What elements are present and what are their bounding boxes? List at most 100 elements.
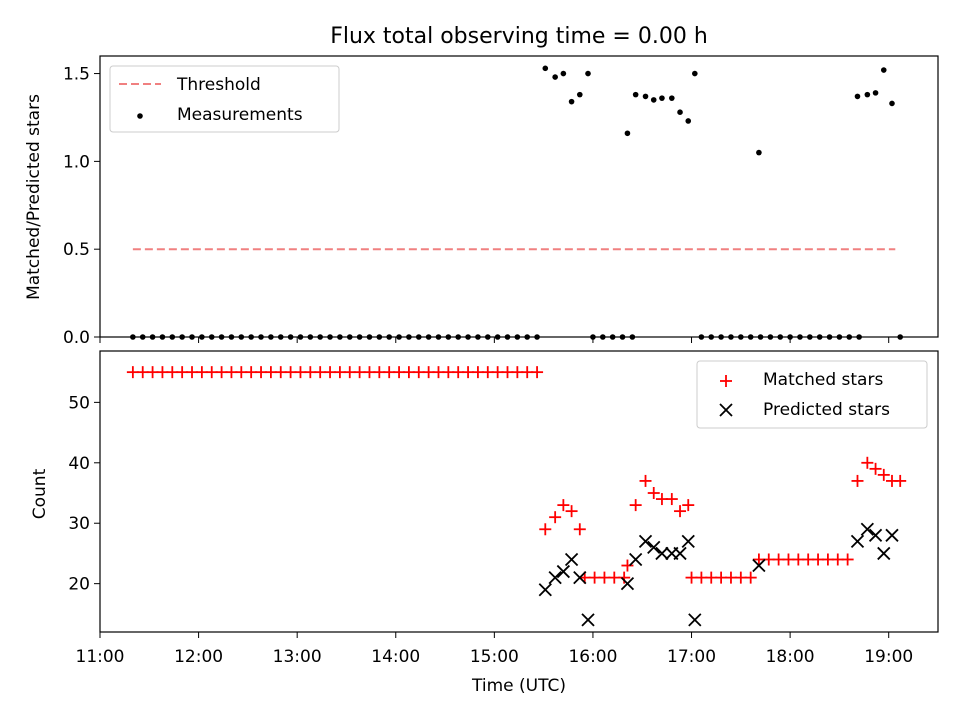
top-y-tick-label: 1.5 bbox=[63, 65, 90, 85]
bottom-x-tick-label: 11:00 bbox=[76, 647, 125, 667]
measurements-legend-swatch bbox=[137, 113, 143, 119]
top-y-tick-label: 0.0 bbox=[63, 328, 90, 348]
matched-star-marker bbox=[531, 366, 544, 379]
matched-star-marker bbox=[639, 474, 652, 487]
measurement-point bbox=[889, 100, 895, 107]
bottom-x-tick-label: 16:00 bbox=[568, 647, 617, 667]
predicted-star-marker bbox=[620, 577, 635, 591]
predicted-star-marker bbox=[673, 546, 687, 561]
measurement-point bbox=[864, 91, 871, 98]
top-panel-frame bbox=[99, 55, 939, 338]
measurement-point bbox=[624, 130, 631, 137]
bottom-x-tick-label: 12:00 bbox=[174, 647, 223, 667]
measurement-point bbox=[542, 65, 549, 72]
matched-star-marker bbox=[851, 474, 864, 487]
predicted-star-marker bbox=[868, 528, 883, 542]
bottom-panel-frame bbox=[99, 350, 939, 633]
measurement-point bbox=[659, 95, 665, 101]
matched-star-marker bbox=[894, 474, 907, 487]
matched-star-marker bbox=[869, 462, 882, 475]
predicted-star-marker bbox=[556, 564, 571, 579]
measurement-point bbox=[669, 95, 675, 101]
matched-star-marker bbox=[665, 493, 678, 506]
predicted-star-marker bbox=[885, 528, 899, 542]
bottom-x-tick-label: 17:00 bbox=[667, 647, 716, 667]
predicted-star-marker bbox=[850, 534, 865, 548]
matched-stars-layer bbox=[126, 366, 907, 584]
bottom-y-tick-label: 40 bbox=[68, 454, 90, 474]
measurement-point bbox=[677, 109, 683, 115]
top-legend: Threshold Measurements bbox=[109, 65, 340, 133]
top-y-axis-label: Matched/Predicted stars bbox=[24, 94, 44, 300]
measurement-point bbox=[692, 70, 698, 77]
bottom-x-tick-label: 19:00 bbox=[864, 647, 913, 667]
measurement-points-layer bbox=[130, 65, 904, 340]
predicted-star-marker bbox=[548, 570, 562, 585]
matched-stars-legend-swatch bbox=[720, 375, 732, 387]
bottom-x-tick-label: 18:00 bbox=[766, 647, 815, 667]
measurement-point bbox=[854, 93, 861, 100]
matched-star-marker bbox=[539, 523, 552, 536]
matched-star-marker bbox=[549, 511, 562, 524]
bottom-y-tick-label: 20 bbox=[68, 575, 90, 595]
predicted-star-marker bbox=[573, 570, 587, 585]
measurement-point bbox=[585, 70, 591, 77]
top-y-tick-label: 1.0 bbox=[63, 152, 90, 172]
bottom-legend-box bbox=[696, 360, 928, 429]
measurement-point bbox=[872, 90, 879, 96]
measurement-point bbox=[756, 149, 762, 156]
bottom-x-axis-label: Time (UTC) bbox=[471, 676, 566, 696]
matched-star-marker bbox=[647, 487, 660, 500]
predicted-star-marker bbox=[638, 534, 653, 548]
bottom-y-axis-ticks: 20 30 40 50 bbox=[68, 393, 100, 595]
bottom-x-tick-label: 14:00 bbox=[371, 647, 420, 667]
matched-star-marker bbox=[629, 499, 642, 512]
bottom-y-tick-label: 50 bbox=[68, 393, 90, 413]
top-panel: 0.0 0.5 1.0 1.5 Matched/Predicted stars Thr… bbox=[24, 55, 939, 348]
measurement-point bbox=[552, 74, 558, 80]
measurement-point bbox=[632, 91, 639, 98]
measurement-point bbox=[880, 67, 887, 73]
threshold-legend-label: Threshold bbox=[176, 75, 261, 95]
predicted-stars-layer bbox=[538, 522, 899, 627]
top-legend-box bbox=[109, 65, 340, 133]
measurement-point bbox=[685, 118, 692, 124]
matched-star-marker bbox=[841, 553, 854, 566]
predicted-star-marker bbox=[629, 552, 643, 567]
top-x-axis-ticks bbox=[99, 337, 890, 343]
predicted-star-marker bbox=[681, 534, 695, 548]
matched-star-marker bbox=[565, 505, 578, 518]
predicted-star-marker bbox=[581, 613, 595, 627]
measurement-point bbox=[650, 97, 657, 103]
matched-star-marker bbox=[744, 571, 757, 584]
top-y-tick-label: 0.5 bbox=[63, 240, 90, 260]
bottom-x-axis-ticks: 11:00 12:00 13:00 14:00 15:00 16:00 17:00 18:00… bbox=[76, 632, 913, 667]
chart-title: Flux total observing time = 0.00 h bbox=[330, 24, 708, 49]
measurement-point bbox=[642, 93, 649, 100]
top-y-axis-ticks: 0.0 0.5 1.0 1.5 bbox=[63, 65, 100, 348]
measurement-point bbox=[568, 98, 575, 105]
matched-star-marker bbox=[621, 559, 634, 572]
bottom-legend: Matched stars Predicted stars bbox=[696, 360, 928, 429]
predicted-star-marker bbox=[655, 546, 669, 561]
predicted-star-marker bbox=[752, 558, 766, 573]
predicted-star-marker bbox=[860, 522, 874, 536]
predicted-star-marker bbox=[877, 546, 891, 561]
predicted-star-marker bbox=[688, 613, 702, 627]
bottom-y-tick-label: 30 bbox=[68, 514, 90, 534]
bottom-x-tick-label: 13:00 bbox=[273, 647, 322, 667]
measurement-point bbox=[560, 70, 567, 77]
matched-star-marker bbox=[682, 499, 695, 512]
bottom-y-axis-label: Count bbox=[30, 468, 50, 519]
matched-star-marker bbox=[573, 523, 586, 536]
predicted-star-marker bbox=[564, 552, 579, 567]
measurements-legend-label: Measurements bbox=[177, 105, 303, 125]
matched-star-marker bbox=[861, 456, 874, 469]
predicted-star-marker bbox=[538, 583, 552, 597]
matched-star-marker bbox=[674, 505, 687, 518]
matched-star-marker bbox=[557, 499, 570, 512]
matched-stars-legend-label: Matched stars bbox=[763, 370, 883, 390]
bottom-x-tick-label: 15:00 bbox=[470, 647, 519, 667]
matched-star-marker bbox=[877, 468, 890, 481]
